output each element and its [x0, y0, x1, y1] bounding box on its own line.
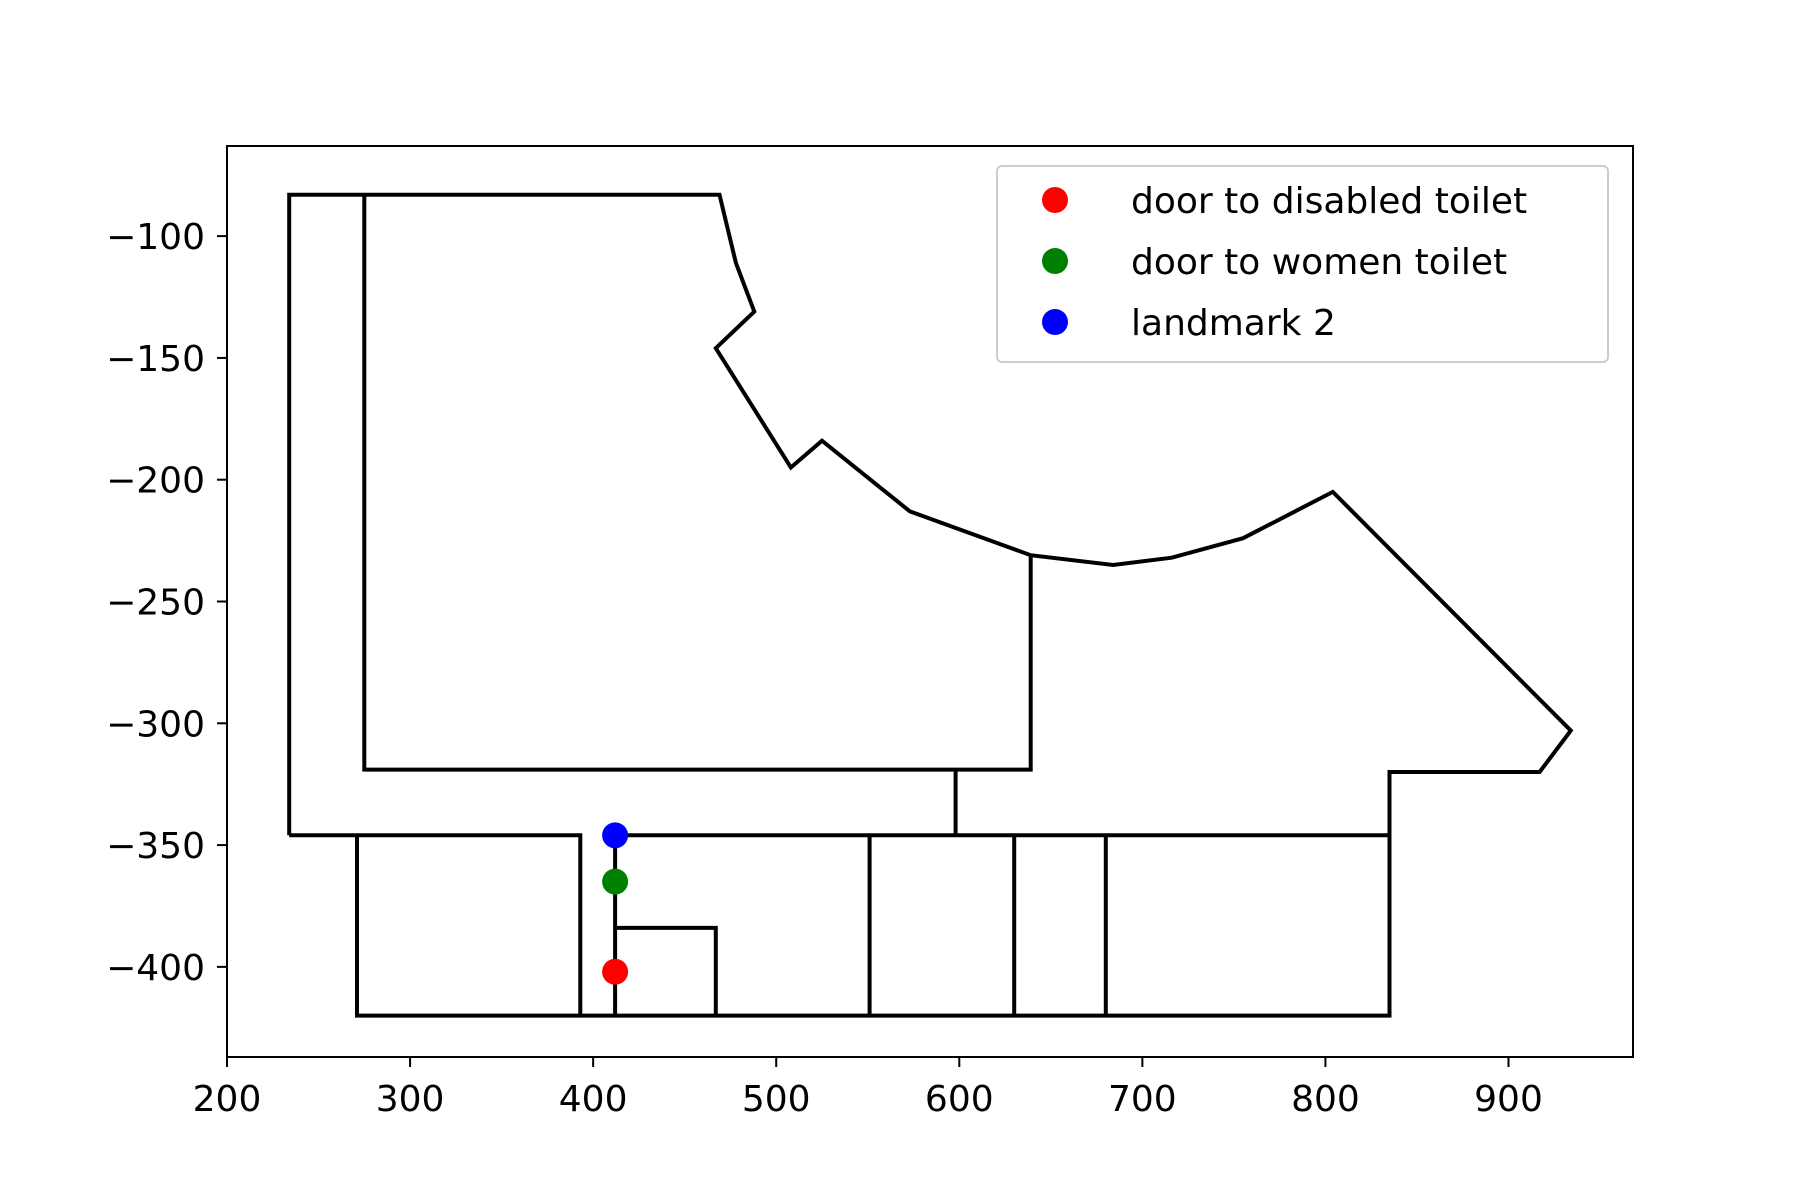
floorplan-wall-3: [362, 194, 1033, 772]
x-tick-label: 400: [559, 1079, 628, 1120]
y-tick-label: −200: [106, 461, 205, 502]
legend-box: [996, 165, 1609, 363]
legend-marker: [1042, 309, 1068, 335]
y-tick-label: −100: [106, 217, 205, 258]
y-axis-ticks: −100 −150 −200 −250 −300 −350 −400: [106, 217, 227, 989]
legend-label: door to disabled toilet: [1131, 181, 1527, 222]
point-series-1: [602, 958, 629, 985]
x-tick-label: 500: [742, 1079, 811, 1120]
floorplan-lines: [287, 192, 1574, 1018]
y-tick-label: −350: [106, 826, 205, 867]
x-axis-ticks: 200 300 400 500 600 700 800 900: [193, 1057, 1543, 1120]
legend: door to disabled toilet door to women toi…: [996, 165, 1609, 363]
floorplan-wall-5: [355, 835, 1392, 1018]
x-tick-label: 900: [1474, 1079, 1543, 1120]
y-tick-label: −300: [106, 704, 205, 745]
legend-label: door to women toilet: [1131, 242, 1507, 283]
x-tick-label: 300: [376, 1079, 445, 1120]
x-tick-label: 700: [1108, 1079, 1177, 1120]
marker-points: [602, 822, 629, 985]
y-tick-label: −250: [106, 583, 205, 624]
y-tick-label: −400: [106, 948, 205, 989]
floorplan-wall-7: [615, 925, 718, 1016]
point-series-3: [602, 822, 629, 849]
legend-marker: [1042, 187, 1068, 213]
x-tick-label: 800: [1291, 1079, 1360, 1120]
x-tick-label: 600: [925, 1079, 994, 1120]
x-tick-label: 200: [193, 1079, 262, 1120]
point-series-2: [602, 868, 629, 895]
y-tick-label: −150: [106, 339, 205, 380]
legend-label: landmark 2: [1131, 303, 1336, 344]
legend-marker: [1042, 248, 1068, 274]
floorplan-wall-2: [289, 833, 583, 1016]
